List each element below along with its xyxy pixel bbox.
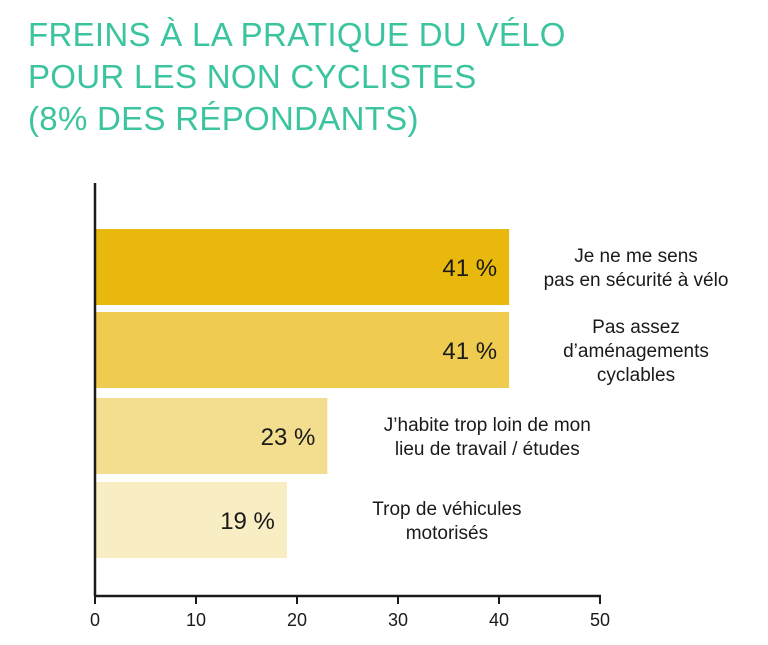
category-label-2-line-3: cyclables bbox=[597, 365, 675, 386]
category-label-4-line-1: Trop de véhicules bbox=[372, 499, 521, 520]
category-label-4-line-2: motorisés bbox=[406, 523, 488, 544]
bar-4 bbox=[95, 482, 287, 558]
bar-value-label-4: 19 % bbox=[220, 508, 275, 535]
category-label-2-line-1: Pas assez bbox=[592, 317, 680, 338]
x-tick-label-40: 40 bbox=[489, 610, 509, 630]
chart-title-line-2: POUR LES NON CYCLISTES bbox=[28, 58, 477, 95]
chart-title-line-3: (8% DES RÉPONDANTS) bbox=[28, 100, 419, 137]
x-tick-label-0: 0 bbox=[90, 610, 100, 630]
x-tick-label-50: 50 bbox=[590, 610, 610, 630]
bar-value-label-3: 23 % bbox=[261, 424, 316, 451]
bar-value-label-1: 41 % bbox=[442, 255, 497, 282]
category-label-1-line-2: pas en sécurité à vélo bbox=[544, 270, 729, 291]
category-label-2-line-2: d’aménagements bbox=[563, 341, 709, 362]
x-tick-label-10: 10 bbox=[186, 610, 206, 630]
category-label-3-line-1: J’habite trop loin de mon bbox=[384, 415, 591, 436]
bar-value-label-2: 41 % bbox=[442, 338, 497, 365]
chart-title-line-1: FREINS À LA PRATIQUE DU VÉLO bbox=[28, 16, 566, 53]
bar-2 bbox=[95, 312, 510, 388]
chart-title: FREINS À LA PRATIQUE DU VÉLO POUR LES NO… bbox=[28, 14, 748, 140]
x-tick-label-20: 20 bbox=[287, 610, 307, 630]
category-label-1-line-1: Je ne me sens bbox=[574, 246, 698, 267]
category-label-3-line-2: lieu de travail / études bbox=[395, 439, 580, 460]
bar-3 bbox=[95, 398, 328, 474]
x-tick-label-30: 30 bbox=[388, 610, 408, 630]
bar-1 bbox=[95, 229, 510, 305]
